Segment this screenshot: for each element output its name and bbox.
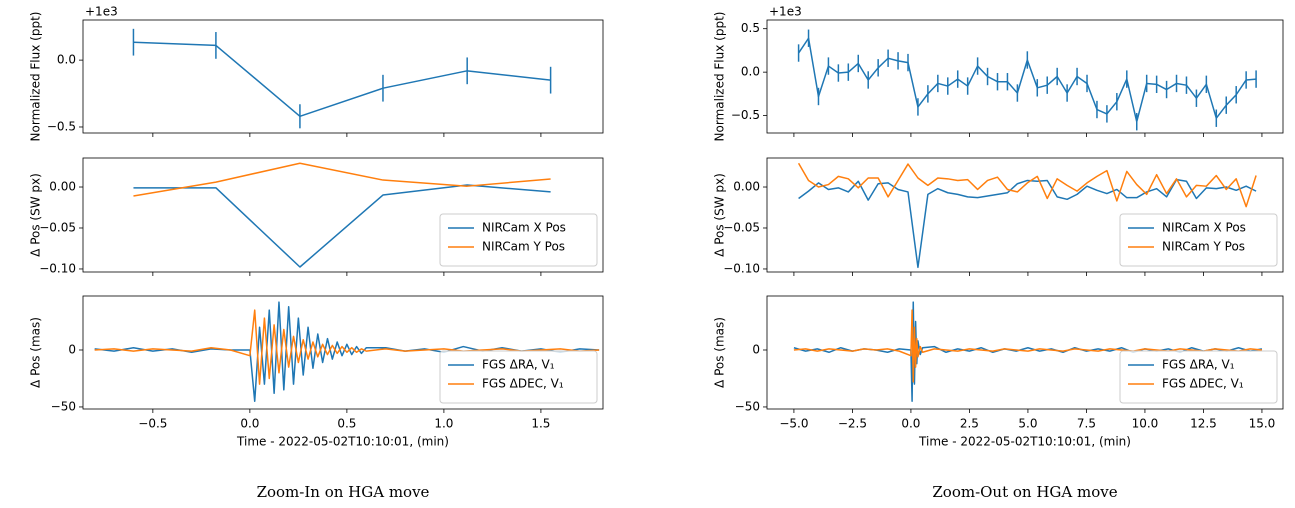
y-axis-label: Δ Pos (SW px) [29,173,43,257]
offset-text: +1e3 [85,5,118,19]
offset-text: +1e3 [769,5,802,19]
y-tick-label: 0.0 [57,53,76,67]
x-tick-label: 2.5 [960,417,979,431]
x-tick-label: −2.5 [838,417,867,431]
y-axis-label: Normalized Flux (ppt) [29,12,43,142]
legend-label: NIRCam Y Pos [482,240,565,254]
axes-frame [766,295,1284,410]
axes-frame [766,157,1284,273]
legend-label: NIRCam X Pos [1162,221,1246,235]
data-line [133,184,551,268]
y-tick-label: 0 [752,342,760,356]
axes-frame [766,19,1284,134]
caption: Zoom-Out on HGA move [932,483,1117,501]
y-tick-label: 0 [68,342,76,356]
legend-label: FGS ΔDEC, V₁ [482,377,564,391]
legend-box [439,213,598,267]
axes-frame [82,157,604,273]
y-axis-label: Δ Pos (mas) [29,317,43,388]
data-line [797,37,1257,123]
x-axis-label: Time - 2022-05-02T10:10:01, (min) [236,435,449,449]
x-tick-label: −5.0 [779,417,808,431]
y-tick-label: −0.05 [39,220,76,234]
data-line [798,178,1257,269]
x-tick-label: −0.5 [138,417,167,431]
legend-label: NIRCam X Pos [482,221,566,235]
data-line [797,162,1257,208]
axes-frame [82,19,604,134]
x-tick-label: 5.0 [1018,417,1037,431]
x-tick-label: 0.5 [337,417,356,431]
y-tick-label: −50 [51,399,76,413]
x-axis-label: Time - 2022-05-02T10:10:01, (min) [918,435,1131,449]
y-tick-label: 0.00 [49,180,76,194]
y-axis-label: Normalized Flux (ppt) [713,12,727,142]
y-tick-label: −0.10 [723,261,760,275]
caption: Zoom-In on HGA move [257,483,430,501]
y-tick-label: 0.5 [741,21,760,35]
data-line [94,309,600,385]
x-tick-label: 0.0 [240,417,259,431]
y-axis-label: Δ Pos (mas) [713,317,727,388]
legend-label: NIRCam Y Pos [1162,240,1245,254]
x-tick-label: 12.5 [1190,417,1217,431]
y-tick-label: −0.10 [39,261,76,275]
y-axis-label: Δ Pos (SW px) [713,173,727,257]
x-tick-label: 1.0 [434,417,453,431]
y-tick-label: −0.05 [723,220,760,234]
y-tick-label: −0.5 [47,119,76,133]
legend-label: FGS ΔRA, V₁ [1162,358,1235,372]
y-tick-label: −0.5 [731,108,760,122]
legend-box [1119,350,1278,404]
x-tick-label: 0.0 [901,417,920,431]
x-tick-label: 7.5 [1077,417,1096,431]
x-tick-label: 1.5 [531,417,550,431]
legend-label: FGS ΔRA, V₁ [482,358,555,372]
legend-box [439,350,598,404]
y-tick-label: 0.00 [733,180,760,194]
data-line [133,162,551,197]
y-tick-label: 0.0 [741,65,760,79]
y-tick-label: −50 [735,399,760,413]
x-tick-label: 10.0 [1132,417,1159,431]
legend-label: FGS ΔDEC, V₁ [1162,377,1244,391]
data-line [94,301,600,402]
legend-box [1119,213,1278,267]
axes-frame [82,295,604,410]
x-tick-label: 15.0 [1249,417,1276,431]
data-line [133,41,551,118]
